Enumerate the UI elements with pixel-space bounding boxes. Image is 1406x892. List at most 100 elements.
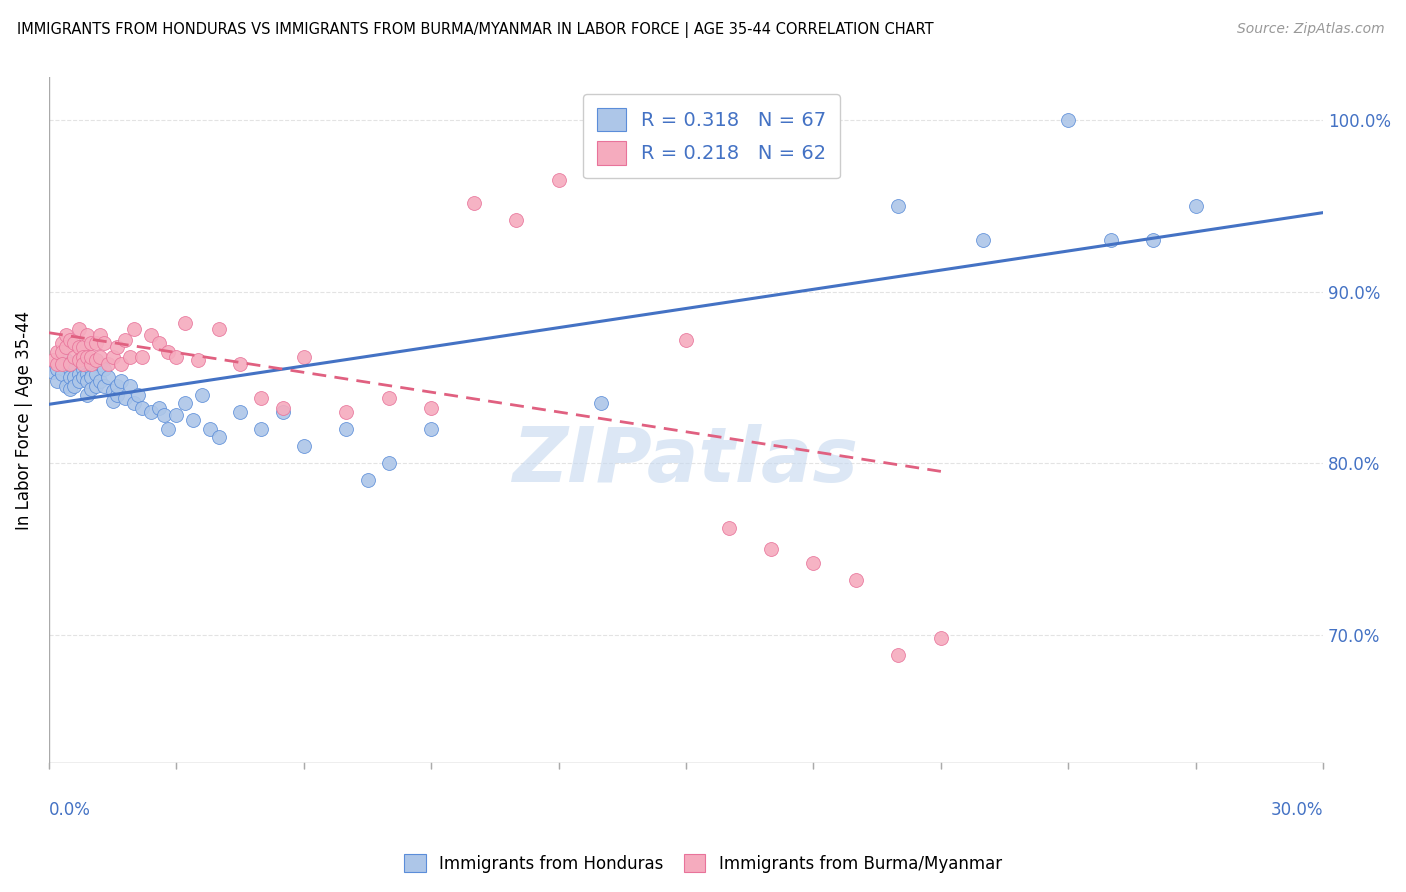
Point xyxy=(72,357,94,371)
Point xyxy=(63,336,86,351)
Point xyxy=(51,357,73,371)
Point xyxy=(93,362,115,376)
Point xyxy=(156,422,179,436)
Point xyxy=(67,374,90,388)
Point xyxy=(72,340,94,354)
Point xyxy=(84,367,107,381)
Point xyxy=(72,350,94,364)
Point xyxy=(63,357,86,371)
Point xyxy=(46,344,69,359)
Point xyxy=(76,374,98,388)
Point xyxy=(200,422,222,436)
Y-axis label: In Labor Force | Age 35-44: In Labor Force | Age 35-44 xyxy=(15,310,32,530)
Point xyxy=(229,357,252,371)
Point xyxy=(271,401,294,416)
Point xyxy=(173,316,195,330)
Point xyxy=(76,350,98,364)
Point xyxy=(84,379,107,393)
Point xyxy=(165,408,187,422)
Point xyxy=(165,350,187,364)
Point xyxy=(76,327,98,342)
Point xyxy=(377,456,399,470)
Point xyxy=(67,367,90,381)
Point xyxy=(717,521,740,535)
Point xyxy=(250,422,273,436)
Point xyxy=(591,396,613,410)
Point xyxy=(591,144,613,158)
Point xyxy=(122,322,145,336)
Point xyxy=(42,353,65,368)
Point xyxy=(63,370,86,384)
Point xyxy=(292,439,315,453)
Point xyxy=(335,405,357,419)
Point xyxy=(80,383,103,397)
Point xyxy=(80,362,103,376)
Point xyxy=(335,422,357,436)
Point xyxy=(191,387,214,401)
Point xyxy=(1099,233,1122,247)
Point xyxy=(356,474,378,488)
Point xyxy=(131,401,153,416)
Point xyxy=(51,344,73,359)
Point xyxy=(51,357,73,371)
Text: ZIPatlas: ZIPatlas xyxy=(513,425,859,499)
Point xyxy=(55,327,77,342)
Point xyxy=(59,357,82,371)
Point xyxy=(63,350,86,364)
Point xyxy=(72,370,94,384)
Point xyxy=(929,631,952,645)
Point xyxy=(122,396,145,410)
Point xyxy=(118,379,141,393)
Point xyxy=(208,430,231,444)
Point xyxy=(152,408,174,422)
Point xyxy=(84,353,107,368)
Point xyxy=(183,413,205,427)
Point xyxy=(93,336,115,351)
Point xyxy=(55,353,77,368)
Point xyxy=(148,401,170,416)
Point xyxy=(51,336,73,351)
Point xyxy=(80,357,103,371)
Point xyxy=(72,362,94,376)
Point xyxy=(67,322,90,336)
Point xyxy=(89,327,111,342)
Point xyxy=(114,333,136,347)
Point xyxy=(131,350,153,364)
Point xyxy=(633,130,655,145)
Point xyxy=(93,379,115,393)
Point xyxy=(803,556,825,570)
Point xyxy=(101,394,124,409)
Point xyxy=(139,327,162,342)
Point xyxy=(420,422,443,436)
Point xyxy=(1057,113,1080,128)
Point xyxy=(76,367,98,381)
Point xyxy=(67,340,90,354)
Text: 30.0%: 30.0% xyxy=(1271,801,1323,819)
Point xyxy=(76,387,98,401)
Point xyxy=(139,405,162,419)
Point xyxy=(110,357,132,371)
Point xyxy=(46,362,69,376)
Point xyxy=(1142,233,1164,247)
Point xyxy=(887,648,910,663)
Point xyxy=(80,350,103,364)
Point xyxy=(89,374,111,388)
Point xyxy=(80,370,103,384)
Point xyxy=(547,173,569,187)
Point xyxy=(127,387,149,401)
Point xyxy=(59,333,82,347)
Point xyxy=(67,353,90,368)
Point xyxy=(759,541,782,556)
Point xyxy=(292,350,315,364)
Point xyxy=(505,212,527,227)
Point xyxy=(67,353,90,368)
Point xyxy=(59,362,82,376)
Text: Source: ZipAtlas.com: Source: ZipAtlas.com xyxy=(1237,22,1385,37)
Point xyxy=(51,367,73,381)
Point xyxy=(887,199,910,213)
Point xyxy=(97,370,120,384)
Point xyxy=(55,340,77,354)
Point xyxy=(187,353,209,368)
Point xyxy=(101,384,124,399)
Point xyxy=(675,333,697,347)
